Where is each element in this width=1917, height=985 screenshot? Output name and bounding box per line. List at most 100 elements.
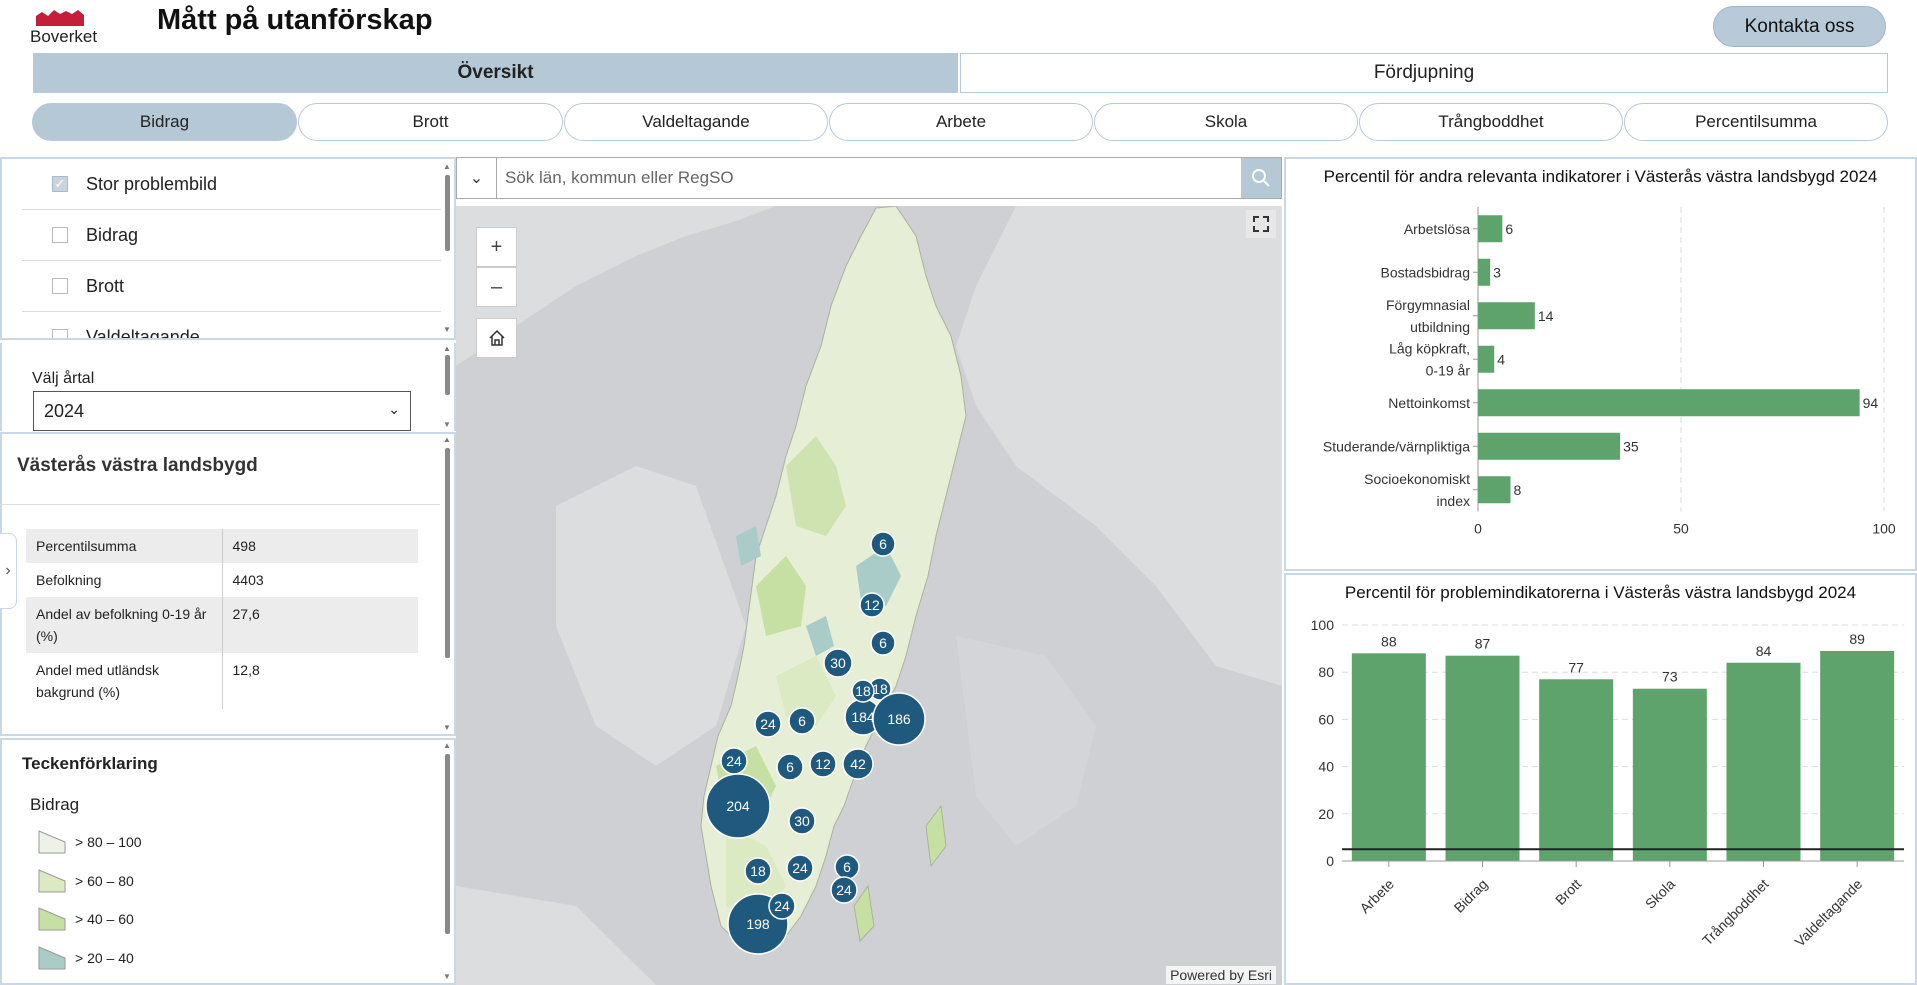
data-label: 94 — [1863, 395, 1879, 411]
area-title: Västerås västra landsbygd — [17, 455, 258, 476]
tab-oversikt[interactable]: Översikt — [33, 53, 958, 93]
chart-title: Percentil för problemindikatorerna i Väs… — [1344, 583, 1857, 602]
contact-button[interactable]: Kontakta oss — [1713, 6, 1886, 47]
cluster-marker — [788, 807, 816, 835]
map-attribution: Powered by Esri — [1166, 966, 1276, 984]
search-button[interactable] — [1241, 158, 1281, 198]
cluster-marker — [788, 707, 816, 735]
category-label: Socioekonomiskt — [1364, 471, 1470, 487]
cluster-label: 18 — [855, 683, 871, 699]
bar — [1478, 476, 1511, 504]
home-button[interactable] — [476, 318, 517, 358]
expand-panel-button[interactable]: › — [0, 533, 17, 609]
year-label: Välj årtal — [32, 370, 95, 387]
category-label: Arbete — [1356, 876, 1397, 917]
cluster-label: 12 — [864, 597, 880, 613]
cluster-marker — [830, 876, 858, 904]
subtab-arbete[interactable]: Arbete — [829, 103, 1093, 141]
scrollbar[interactable]: ▲ ▼ — [441, 434, 454, 734]
cluster-label: 6 — [798, 713, 806, 729]
area-table: Percentilsumma 498 Befolkning 4403 Andel a… — [26, 529, 418, 709]
bar — [1351, 653, 1426, 861]
data-label: 14 — [1538, 308, 1554, 324]
subtab-percentilsumma[interactable]: Percentilsumma — [1624, 103, 1888, 141]
legend-swatch-icon — [38, 869, 66, 893]
fullscreen-button[interactable] — [1246, 210, 1276, 238]
category-label: Skola — [1642, 876, 1678, 912]
cluster-label: 18 — [750, 863, 766, 879]
cluster-label: 12 — [815, 756, 831, 772]
search-dropdown-button[interactable]: ⌄ — [457, 158, 497, 198]
data-label: 73 — [1662, 669, 1678, 685]
cluster-label: 18 — [872, 681, 888, 697]
checkbox-icon[interactable] — [52, 278, 68, 294]
category-label: Förgymnasial — [1386, 297, 1470, 313]
map-view[interactable]: 6 12 6 30 18 184 186 18 6 24 24 6 12 42 204 30 18 24 6 24 19… — [456, 206, 1282, 985]
filter-valdeltagande[interactable]: Valdeltagande — [22, 312, 442, 338]
cluster-marker — [842, 748, 874, 780]
vertical-bar-chart: 0 20 40 60 80 100 88 Arbete 87 Bidrag 77 Brott 73 Sko… — [1311, 617, 1904, 950]
scrollbar[interactable]: ▲ ▼ — [441, 159, 454, 338]
cluster-marker — [823, 648, 853, 678]
subtab-brott[interactable]: Brott — [298, 103, 563, 141]
cluster-marker — [859, 592, 885, 618]
cluster-label: 6 — [879, 635, 887, 651]
bar — [1632, 688, 1707, 861]
search-input[interactable] — [505, 158, 1205, 198]
scrollbar[interactable]: ▲ ▼ — [441, 343, 454, 431]
checkbox-icon[interactable] — [52, 329, 68, 338]
cluster-label: 42 — [850, 756, 866, 772]
filter-bidrag[interactable]: Bidrag — [22, 210, 442, 261]
fullscreen-icon — [1253, 216, 1269, 232]
checkbox-icon[interactable] — [52, 227, 68, 243]
y-tick-label: 0 — [1326, 853, 1334, 869]
subtab-bidrag[interactable]: Bidrag — [32, 103, 297, 141]
year-select[interactable]: 2024 ⌄ — [33, 391, 411, 431]
bar — [1478, 432, 1621, 460]
data-label: 4 — [1497, 351, 1505, 367]
x-tick-label: 50 — [1673, 521, 1689, 537]
page-title: Mått på utanförskap — [157, 4, 433, 36]
cluster-marker — [768, 892, 796, 920]
search-bar: ⌄ — [456, 157, 1282, 199]
y-tick-label: 20 — [1318, 806, 1334, 822]
legend-item: > 20 – 40 — [37, 944, 134, 971]
zoom-in-button[interactable]: + — [476, 227, 517, 267]
subtab-valdeltagande[interactable]: Valdeltagande — [564, 103, 828, 141]
category-label: Valdeltagande — [1791, 876, 1865, 950]
bar — [1539, 679, 1614, 861]
subtab-trangboddhet[interactable]: Trångboddhet — [1359, 103, 1623, 141]
subtab-skola[interactable]: Skola — [1094, 103, 1358, 141]
category-label: Trångboddhet — [1699, 876, 1772, 949]
legend-item: > 40 – 60 — [37, 905, 134, 932]
zoom-out-button[interactable]: – — [476, 267, 517, 307]
table-row: Andel av befolkning 0-19 år (%) 27,6 — [26, 597, 418, 653]
category-label: index — [1437, 493, 1470, 509]
home-icon — [488, 329, 505, 346]
legend-subtitle: Bidrag — [30, 795, 80, 814]
data-label: 3 — [1493, 264, 1501, 280]
boverket-logo — [36, 10, 84, 26]
legend-swatch-icon — [38, 830, 66, 854]
category-label: Studerande/värnpliktiga — [1323, 438, 1470, 454]
category-label: utbildning — [1410, 319, 1470, 335]
tab-fordjupning[interactable]: Fördjupning — [960, 53, 1888, 93]
data-label: 88 — [1381, 633, 1397, 649]
filter-brott[interactable]: Brott — [22, 261, 442, 312]
cluster-label: 30 — [830, 655, 846, 671]
legend-item: > 80 – 100 — [37, 828, 142, 855]
category-label: Bostadsbidrag — [1380, 264, 1470, 280]
scrollbar[interactable]: ▲ ▼ — [441, 740, 454, 983]
checkbox-checked-icon[interactable]: ✓ — [52, 176, 68, 192]
category-label: 0-19 år — [1426, 362, 1471, 378]
filter-stor-problembild[interactable]: ✓ Stor problembild — [22, 159, 442, 210]
chevron-right-icon: › — [5, 562, 11, 579]
data-label: 8 — [1513, 482, 1521, 498]
cluster-marker — [786, 854, 814, 882]
cluster-label: 24 — [792, 860, 808, 876]
search-icon — [1252, 169, 1270, 187]
cluster-marker — [705, 773, 771, 839]
y-tick-label: 40 — [1318, 759, 1334, 775]
